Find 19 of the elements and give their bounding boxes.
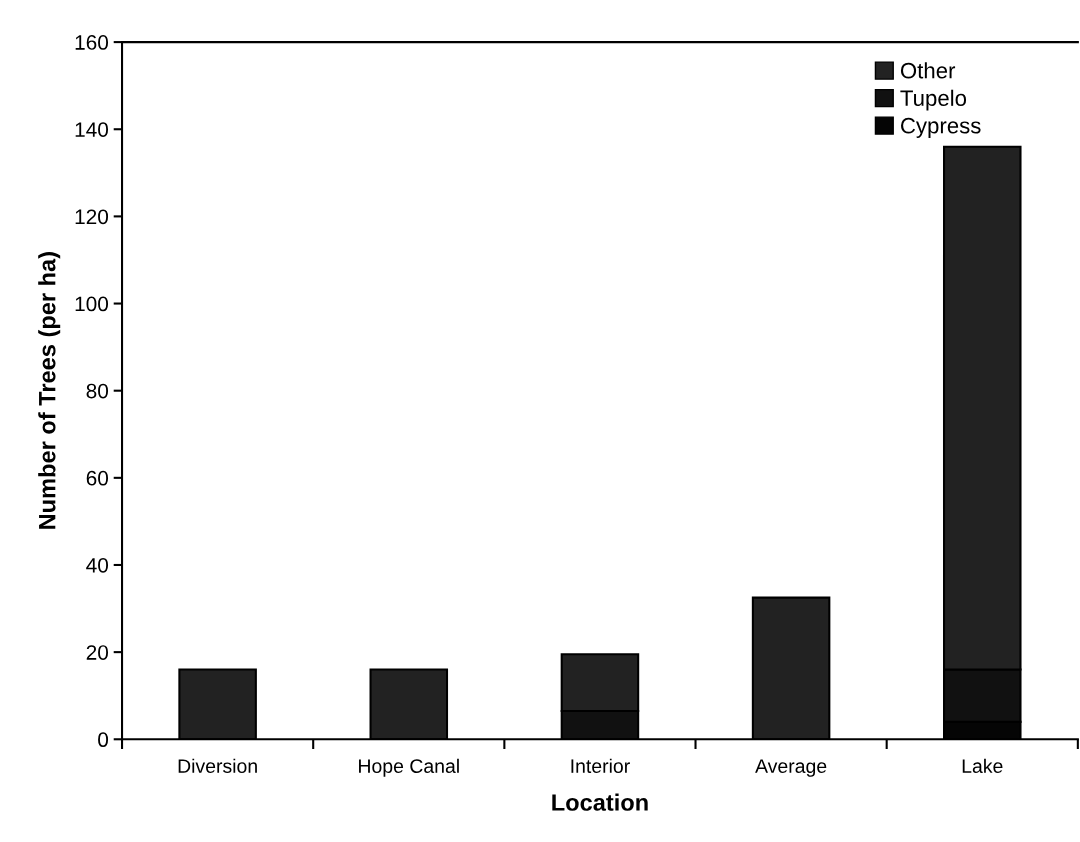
y-tick-label: 0 bbox=[98, 732, 109, 748]
x-tick-label: Lake bbox=[962, 758, 1003, 773]
y-tick-label: 120 bbox=[75, 209, 109, 225]
x-tick-label: Diversion bbox=[178, 758, 257, 773]
legend-label: Tupelo bbox=[900, 89, 967, 111]
y-tick-label: 80 bbox=[86, 383, 109, 399]
y-tick-label: 160 bbox=[75, 35, 109, 50]
y-tick-label: 20 bbox=[86, 645, 109, 660]
y-tick-label: 140 bbox=[75, 122, 109, 137]
legend-label: Cypress bbox=[901, 117, 981, 138]
x-tick-label: Average bbox=[755, 759, 827, 777]
legend-label: Other bbox=[900, 62, 956, 79]
x-axis-title: Location bbox=[552, 793, 648, 811]
y-tick-label: 100 bbox=[75, 296, 109, 312]
y-axis-title: Number of Trees (per ha) bbox=[38, 252, 61, 529]
y-tick-label: 40 bbox=[86, 557, 109, 573]
y-tick-label: 60 bbox=[86, 470, 109, 486]
x-tick-label: Hope Canal bbox=[359, 758, 459, 777]
x-tick-label: Interior bbox=[571, 758, 630, 773]
